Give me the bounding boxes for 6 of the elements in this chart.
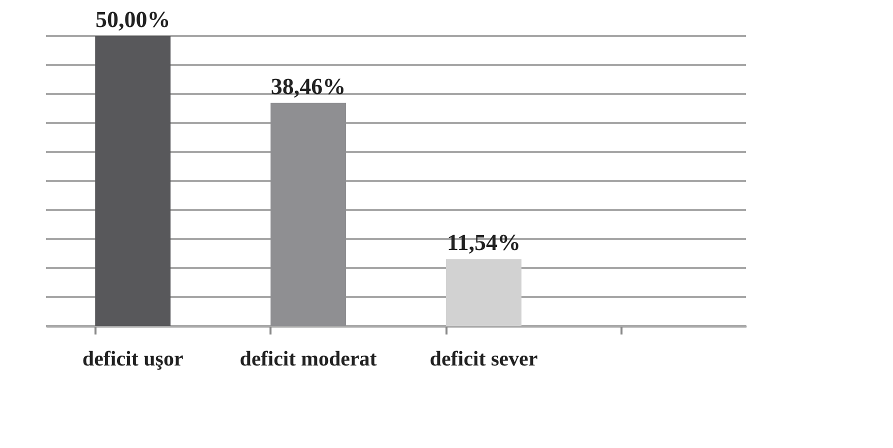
x-tick-label: deficit sever bbox=[430, 346, 538, 370]
data-label: 11,54% bbox=[446, 230, 520, 256]
x-tick-label: deficit moderat bbox=[240, 346, 377, 370]
data-label: 38,46% bbox=[270, 74, 346, 99]
data-label: 50,00% bbox=[95, 7, 170, 32]
x-tick-label: deficit uşor bbox=[82, 346, 184, 370]
